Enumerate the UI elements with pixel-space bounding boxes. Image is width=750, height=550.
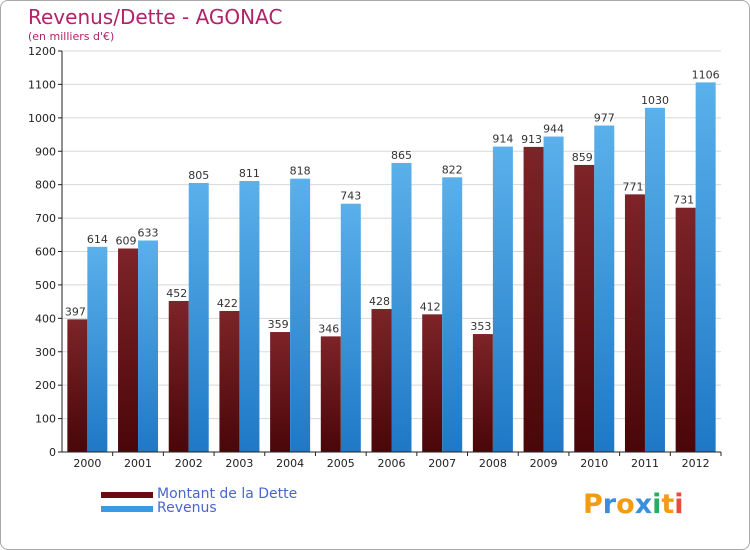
logo-letter: i xyxy=(652,489,662,520)
logo-letter: i xyxy=(674,489,684,520)
chart-title: Revenus/Dette - AGONAC xyxy=(28,5,283,29)
bar-revenus xyxy=(391,162,412,452)
bar-revenus xyxy=(87,246,108,452)
data-label: 1030 xyxy=(641,94,669,107)
y-tick-label: 1000 xyxy=(28,112,56,125)
legend-label-debt: Montant de la Dette xyxy=(157,486,298,502)
data-label: 422 xyxy=(217,297,238,310)
x-tick-label: 2003 xyxy=(225,457,253,470)
logo-letter: r xyxy=(602,489,617,520)
legend-swatch-debt xyxy=(101,492,153,498)
x-tick-label: 2010 xyxy=(580,457,608,470)
bar-dette xyxy=(320,336,341,452)
bar-dette xyxy=(67,319,88,452)
data-label: 428 xyxy=(369,295,390,308)
y-tick-label: 1200 xyxy=(28,45,56,58)
data-label: 977 xyxy=(594,112,615,125)
data-label: 805 xyxy=(188,169,209,182)
bar-dette xyxy=(422,314,443,452)
bar-dette xyxy=(371,308,392,452)
data-label: 731 xyxy=(673,194,694,207)
x-tick-label: 2011 xyxy=(631,457,659,470)
logo-letter: o xyxy=(616,489,635,520)
bar-revenus xyxy=(340,203,361,452)
data-label: 818 xyxy=(290,165,311,178)
y-tick-label: 700 xyxy=(35,212,56,225)
x-tick-label: 2005 xyxy=(327,457,355,470)
y-tick-label: 500 xyxy=(35,279,56,292)
bar-dette xyxy=(219,310,240,452)
bar-revenus xyxy=(594,125,615,452)
data-label: 914 xyxy=(492,133,513,146)
bar-revenus xyxy=(442,177,463,452)
bar-revenus xyxy=(290,178,311,452)
data-label: 944 xyxy=(543,123,564,136)
y-tick-label: 900 xyxy=(35,145,56,158)
bar-revenus xyxy=(188,182,209,452)
x-tick-label: 2009 xyxy=(530,457,558,470)
bar-revenus xyxy=(138,240,159,452)
x-tick-label: 2006 xyxy=(378,457,406,470)
data-label: 811 xyxy=(239,167,260,180)
bar-dette xyxy=(168,300,189,452)
logo-letter: P xyxy=(583,489,603,520)
data-label: 614 xyxy=(87,233,108,246)
data-label: 913 xyxy=(521,133,542,146)
data-label: 865 xyxy=(391,149,412,162)
data-label: 771 xyxy=(622,180,643,193)
data-label: 412 xyxy=(420,300,441,313)
bar-dette xyxy=(675,207,696,452)
y-tick-label: 1100 xyxy=(28,78,56,91)
y-tick-label: 200 xyxy=(35,379,56,392)
data-label: 859 xyxy=(572,151,593,164)
data-label: 346 xyxy=(318,322,339,335)
bar-dette xyxy=(574,164,595,452)
logo-letter: t xyxy=(661,489,675,520)
y-tick-label: 300 xyxy=(35,346,56,359)
data-label: 609 xyxy=(116,234,137,247)
y-tick-label: 600 xyxy=(35,246,56,259)
data-label: 359 xyxy=(268,318,289,331)
axes: 0 100 200 300 400 500 600 700 800 900 1000 1100 1200… xyxy=(28,45,722,470)
x-tick-label: 2001 xyxy=(124,457,152,470)
bar-dette xyxy=(270,332,291,452)
y-tick-label: 400 xyxy=(35,312,56,325)
bar-revenus xyxy=(644,107,665,452)
data-label: 822 xyxy=(442,163,463,176)
legend-label-revenus: Revenus xyxy=(157,500,217,516)
bar-dette xyxy=(523,146,544,453)
data-label: 397 xyxy=(65,305,86,318)
logo-letter: x xyxy=(634,489,653,520)
bar-revenus xyxy=(492,146,513,453)
y-tick-label: 100 xyxy=(35,413,56,426)
bar-revenus xyxy=(239,180,260,452)
bar-revenus xyxy=(543,136,564,452)
data-label: 1106 xyxy=(692,68,720,81)
y-tick-label: 800 xyxy=(35,179,56,192)
legend-swatch-revenus xyxy=(101,506,153,512)
bar-dette xyxy=(118,248,139,452)
x-tick-label: 2004 xyxy=(276,457,304,470)
data-label: 633 xyxy=(138,226,159,239)
x-tick-label: 2002 xyxy=(175,457,203,470)
x-tick-label: 2008 xyxy=(479,457,507,470)
proxiti-logo: Proxiti xyxy=(583,489,684,520)
bars xyxy=(67,82,716,453)
data-label: 353 xyxy=(470,320,491,333)
bar-revenus xyxy=(695,82,716,452)
bar-dette xyxy=(624,194,645,453)
x-tick-label: 2000 xyxy=(73,457,101,470)
chart-subtitle: (en milliers d'€) xyxy=(28,30,115,43)
data-label: 743 xyxy=(340,190,361,203)
y-tick-label: 0 xyxy=(49,446,56,459)
bar-dette xyxy=(472,334,493,452)
x-tick-label: 2007 xyxy=(428,457,456,470)
data-label: 452 xyxy=(166,287,187,300)
x-tick-label: 2012 xyxy=(682,457,710,470)
